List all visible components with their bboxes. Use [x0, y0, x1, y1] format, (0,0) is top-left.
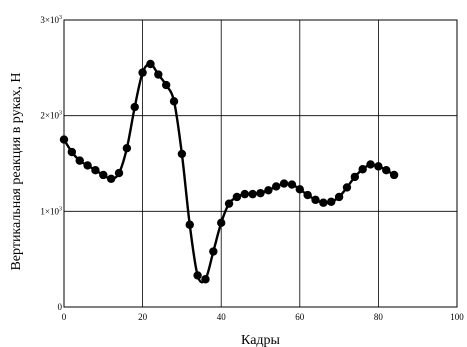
y-tick-exponent: 3: [59, 111, 62, 117]
data-point: [177, 149, 187, 159]
data-point: [67, 147, 77, 157]
y-tick-exponent: 3: [59, 15, 62, 21]
series-points: [59, 59, 399, 284]
data-point: [122, 143, 132, 153]
data-point: [99, 170, 108, 180]
y-tick-exponent: 3: [59, 206, 62, 212]
data-point: [75, 156, 84, 165]
y-tick-label: 1×103: [40, 206, 62, 216]
y-tick-label: 2×103: [40, 111, 62, 121]
y-tick-mantissa: 0: [58, 302, 63, 312]
data-point: [59, 135, 69, 144]
series-line: [62, 62, 396, 284]
data-point: [366, 160, 375, 169]
data-point: [138, 68, 147, 77]
data-point: [130, 102, 139, 112]
data-point: [295, 185, 304, 194]
x-tick-label: 100: [450, 312, 464, 322]
data-point: [248, 189, 257, 199]
y-tick-label: 3×103: [40, 15, 62, 25]
data-point: [303, 190, 312, 200]
data-point: [264, 186, 273, 195]
data-point: [83, 161, 92, 170]
data-point: [161, 80, 171, 90]
data-point: [256, 188, 265, 198]
x-tick-label: 0: [62, 312, 67, 322]
data-point: [350, 172, 360, 182]
data-point: [224, 199, 234, 208]
data-point: [106, 174, 116, 184]
data-point: [279, 179, 289, 188]
data-point: [209, 247, 218, 256]
data-point: [232, 192, 242, 202]
data-point: [185, 220, 194, 229]
y-tick-label: 0: [58, 302, 63, 312]
data-point: [327, 197, 336, 206]
data-point: [342, 183, 352, 192]
data-point: [154, 70, 163, 79]
data-point: [91, 165, 100, 175]
y-tick-mantissa: 2×10: [40, 111, 59, 121]
data-point: [201, 275, 210, 284]
grid-lines: [64, 20, 457, 307]
data-point: [287, 180, 297, 189]
data-point: [272, 182, 281, 191]
data-point: [114, 168, 124, 178]
data-point: [193, 271, 202, 280]
data-point: [382, 165, 391, 175]
x-tick-label: 80: [374, 312, 384, 322]
data-point: [217, 218, 226, 228]
x-tick-label: 20: [138, 312, 148, 322]
data-point: [334, 192, 344, 202]
data-point: [169, 97, 179, 106]
y-tick-mantissa: 1×10: [40, 206, 59, 216]
data-point: [240, 189, 249, 199]
plot-frame: [63, 19, 458, 308]
x-tick-label: 40: [217, 312, 227, 322]
y-axis-label: Вертикальная реакция в руках, Н: [9, 72, 24, 270]
data-point: [358, 165, 367, 174]
data-point: [311, 195, 320, 205]
x-tick-label: 60: [295, 312, 305, 322]
x-axis-label: Кадры: [241, 333, 280, 347]
data-point: [389, 170, 399, 180]
y-tick-mantissa: 3×10: [40, 15, 59, 25]
data-point: [319, 198, 328, 207]
data-point: [374, 162, 383, 171]
data-point: [146, 59, 155, 69]
